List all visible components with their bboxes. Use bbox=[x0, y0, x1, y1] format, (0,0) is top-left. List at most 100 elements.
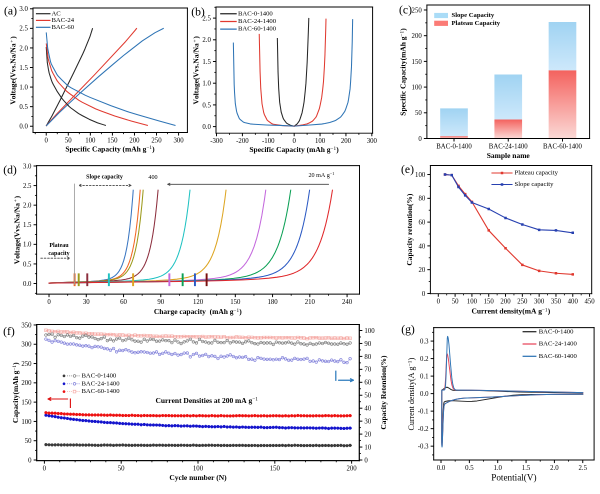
svg-text:20: 20 bbox=[418, 267, 425, 274]
svg-text:50: 50 bbox=[452, 299, 459, 306]
svg-text:2.5: 2.5 bbox=[579, 465, 588, 472]
svg-text:250: 250 bbox=[517, 299, 528, 306]
svg-text:50: 50 bbox=[415, 110, 422, 117]
svg-text:10: 10 bbox=[364, 444, 371, 451]
svg-text:240: 240 bbox=[342, 299, 353, 306]
svg-text:BAC-60: BAC-60 bbox=[52, 24, 75, 31]
svg-text:70: 70 bbox=[364, 367, 371, 374]
svg-text:0: 0 bbox=[364, 457, 368, 464]
svg-text:50: 50 bbox=[65, 137, 72, 144]
svg-text:BAC-24-1400: BAC-24-1400 bbox=[82, 380, 121, 387]
svg-text:0: 0 bbox=[418, 136, 422, 143]
svg-text:50: 50 bbox=[25, 438, 32, 445]
svg-text:1.5: 1.5 bbox=[202, 59, 211, 66]
svg-text:1.5: 1.5 bbox=[19, 65, 28, 72]
svg-text:S p e c: S p e c i f i c C a p a c i t y ( m A h … bbox=[383, 23, 410, 116]
svg-text:BAC-24-1400: BAC-24-1400 bbox=[539, 341, 578, 348]
svg-text:150: 150 bbox=[484, 299, 495, 306]
svg-text:0: 0 bbox=[45, 137, 49, 144]
svg-text:300: 300 bbox=[367, 138, 378, 145]
svg-text:AC: AC bbox=[52, 10, 62, 17]
svg-text:100: 100 bbox=[21, 419, 32, 426]
svg-text:0: 0 bbox=[47, 299, 51, 306]
svg-text:S p e c: S p e c i f i c C a p a c i t y ( m A h bbox=[65, 129, 160, 156]
svg-text:3.0: 3.0 bbox=[23, 163, 32, 170]
svg-text:250: 250 bbox=[412, 7, 423, 14]
svg-text:2.0: 2.0 bbox=[202, 37, 211, 44]
svg-text:BAC-60-1400: BAC-60-1400 bbox=[238, 26, 277, 33]
svg-text:1.0: 1.0 bbox=[19, 84, 28, 91]
svg-text:0: 0 bbox=[437, 299, 441, 306]
svg-text:1.0: 1.0 bbox=[493, 465, 502, 472]
svg-text:100: 100 bbox=[85, 137, 96, 144]
svg-text:80: 80 bbox=[364, 354, 371, 361]
svg-text:BAC-24-1400: BAC-24-1400 bbox=[238, 18, 277, 25]
svg-text:350: 350 bbox=[551, 299, 562, 306]
svg-text:150: 150 bbox=[107, 137, 118, 144]
svg-text:2.0: 2.0 bbox=[550, 465, 559, 472]
svg-text:450: 450 bbox=[584, 299, 595, 306]
svg-text:300: 300 bbox=[21, 342, 32, 349]
svg-text:-0.3: -0.3 bbox=[418, 444, 429, 451]
svg-text:-0.2: -0.2 bbox=[418, 426, 429, 433]
svg-text:-0.1: -0.1 bbox=[418, 408, 429, 415]
svg-text:200: 200 bbox=[129, 137, 140, 144]
svg-text:180: 180 bbox=[267, 299, 278, 306]
svg-text:0.0: 0.0 bbox=[19, 124, 28, 131]
svg-text:30: 30 bbox=[364, 419, 371, 426]
svg-text:100: 100 bbox=[193, 465, 204, 472]
svg-text:Plateau Capacity: Plateau Capacity bbox=[451, 20, 500, 27]
svg-text:300: 300 bbox=[173, 137, 184, 144]
svg-text:Potential(V): Potential(V) bbox=[491, 472, 536, 482]
svg-text:BAC-60-1400: BAC-60-1400 bbox=[543, 143, 582, 150]
svg-text:Plateau: Plateau bbox=[49, 243, 69, 249]
svg-text:100: 100 bbox=[364, 328, 375, 335]
svg-text:150: 150 bbox=[230, 299, 241, 306]
svg-text:capacity: capacity bbox=[48, 251, 69, 257]
svg-text:(f): (f) bbox=[3, 325, 15, 338]
svg-text:2.5: 2.5 bbox=[23, 183, 32, 190]
svg-text:100: 100 bbox=[467, 299, 478, 306]
svg-text:60: 60 bbox=[120, 299, 127, 306]
svg-text:200: 200 bbox=[341, 138, 352, 145]
svg-text:(c): (c) bbox=[399, 3, 412, 16]
svg-text:BAC-24: BAC-24 bbox=[52, 17, 75, 24]
svg-text:150: 150 bbox=[270, 465, 281, 472]
svg-text:0: 0 bbox=[43, 465, 47, 472]
svg-text:120: 120 bbox=[193, 299, 204, 306]
svg-text:C a p a: C a p a c i t y ( m A h g ) − 1 bbox=[0, 357, 23, 423]
svg-text:200: 200 bbox=[500, 299, 511, 306]
svg-text:40: 40 bbox=[418, 243, 425, 250]
svg-text:100: 100 bbox=[412, 84, 423, 91]
svg-text:(d): (d) bbox=[3, 163, 17, 176]
svg-text:40: 40 bbox=[364, 406, 371, 413]
svg-text:150: 150 bbox=[412, 59, 423, 66]
svg-text:0.5: 0.5 bbox=[202, 102, 211, 109]
svg-text:1.5: 1.5 bbox=[23, 222, 32, 229]
svg-text:250: 250 bbox=[151, 137, 162, 144]
svg-text:0.0: 0.0 bbox=[437, 465, 446, 472]
svg-text:2 0 m: 2 0 m A g − 1 bbox=[309, 155, 338, 182]
svg-text:V o l t: V o l t a g e ( V v s . N a / N a ) + bbox=[0, 31, 21, 105]
svg-text:V o l t: V o l t a g e ( V v s . N a / N a ) + bbox=[179, 31, 204, 105]
svg-text:BAC-0-1400: BAC-0-1400 bbox=[238, 10, 273, 17]
svg-text:C u r r: C u r r e n t d e n s i t y ( m A g ) − … bbox=[471, 291, 555, 318]
svg-text:300: 300 bbox=[534, 299, 545, 306]
svg-text:(a): (a) bbox=[4, 4, 17, 17]
svg-text:0.0: 0.0 bbox=[23, 281, 32, 288]
svg-text:150: 150 bbox=[21, 399, 32, 406]
svg-text:V o l t: V o l t a g e ( V v s . N a / N a ) + bbox=[0, 190, 24, 264]
svg-text:C h a r: C h a r g e c a p a c i t y ( m A h g bbox=[154, 292, 247, 319]
svg-text:200: 200 bbox=[21, 380, 32, 387]
svg-text:Sample name: Sample name bbox=[487, 151, 531, 160]
svg-text:210: 210 bbox=[305, 299, 316, 306]
svg-text:1.0: 1.0 bbox=[23, 242, 32, 249]
svg-text:0.5: 0.5 bbox=[19, 104, 28, 111]
svg-text:Plateau capacity: Plateau capacity bbox=[514, 170, 558, 177]
svg-text:80: 80 bbox=[418, 196, 425, 203]
svg-text:200: 200 bbox=[347, 465, 358, 472]
svg-text:2.0: 2.0 bbox=[19, 45, 28, 52]
svg-text:0: 0 bbox=[28, 457, 32, 464]
svg-text:20: 20 bbox=[364, 431, 371, 438]
svg-text:250: 250 bbox=[21, 361, 32, 368]
